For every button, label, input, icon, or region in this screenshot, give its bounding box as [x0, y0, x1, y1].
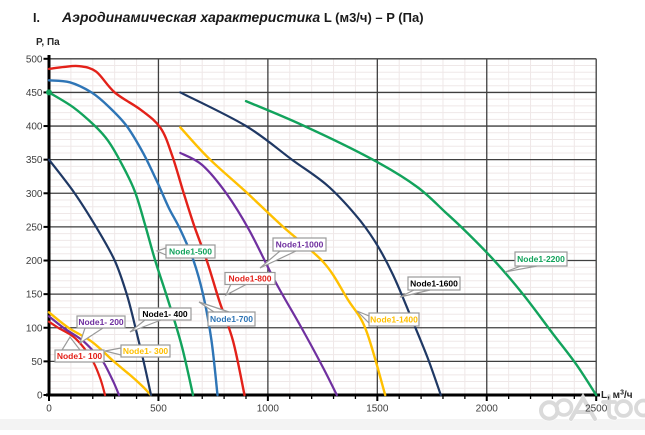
svg-text:Node1-1000: Node1-1000	[276, 240, 324, 250]
svg-text:500: 500	[26, 54, 43, 65]
svg-text:Аэродинамическая характеристик: Аэродинамическая характеристика L (м3/ч)…	[61, 9, 424, 25]
svg-text:250: 250	[26, 222, 43, 233]
svg-text:P, Па: P, Па	[36, 37, 60, 48]
svg-text:Node1- 200: Node1- 200	[78, 317, 124, 327]
svg-text:Node1-500: Node1-500	[169, 247, 212, 257]
svg-text:Node1-700: Node1-700	[210, 314, 253, 324]
svg-text:0: 0	[46, 404, 52, 415]
svg-text:500: 500	[150, 404, 167, 415]
svg-text:L, м3/ч: L, м3/ч	[601, 390, 633, 402]
svg-text:1500: 1500	[366, 404, 389, 415]
svg-text:450: 450	[26, 88, 43, 99]
svg-text:300: 300	[26, 189, 43, 200]
svg-text:Node1-2200: Node1-2200	[517, 254, 565, 264]
svg-text:0: 0	[37, 391, 43, 402]
svg-text:Node1- 400: Node1- 400	[142, 309, 188, 319]
svg-text:Node1-800: Node1-800	[229, 274, 272, 284]
svg-text:100: 100	[26, 323, 43, 334]
svg-text:2000: 2000	[476, 404, 499, 415]
svg-text:I.: I.	[33, 11, 40, 25]
svg-text:Node1- 300: Node1- 300	[123, 346, 169, 356]
svg-text:Node1- 100: Node1- 100	[57, 351, 103, 361]
svg-text:150: 150	[26, 290, 43, 301]
svg-text:50: 50	[31, 357, 43, 368]
svg-text:1000: 1000	[257, 404, 280, 415]
svg-text:2500: 2500	[585, 404, 608, 415]
svg-text:350: 350	[26, 155, 43, 166]
svg-text:Node1-1600: Node1-1600	[410, 279, 458, 289]
svg-text:200: 200	[26, 256, 43, 267]
svg-text:400: 400	[26, 122, 43, 133]
svg-text:Node1-1400: Node1-1400	[370, 315, 418, 325]
